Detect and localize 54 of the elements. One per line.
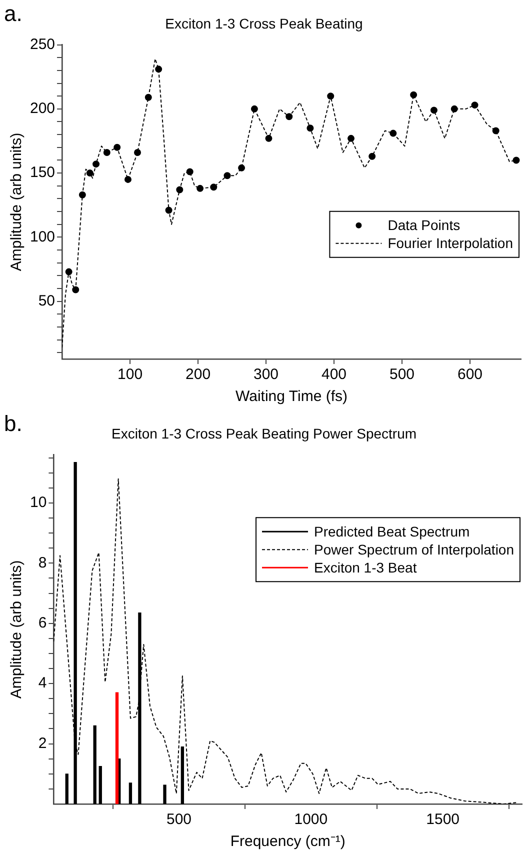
x-tick-label: 1500 <box>426 811 460 828</box>
x-tick-label: 1000 <box>294 811 328 828</box>
x-tick-label: 500 <box>389 366 415 384</box>
x-tick-label: 300 <box>254 366 279 384</box>
y-tick-label: 200 <box>30 100 56 118</box>
y-tick-label: 50 <box>38 292 56 310</box>
point <box>176 186 184 194</box>
y-tick-label: 250 <box>30 36 56 53</box>
y-tick-label: 10 <box>30 494 47 512</box>
point <box>368 152 376 160</box>
y-tick-label: 150 <box>30 164 56 182</box>
y-axis-title: Amplitude (arb units) <box>8 560 26 699</box>
x-axis-title: Frequency (cm⁻¹) <box>230 833 346 850</box>
x-tick-label: 500 <box>166 811 192 828</box>
text: b. <box>4 411 22 436</box>
x-axis-title: Waiting Time (fs) <box>236 388 348 406</box>
y-tick-label: 4 <box>38 674 47 692</box>
legend-label: Exciton 1-3 Beat <box>314 560 417 576</box>
bar <box>98 766 102 804</box>
point <box>348 134 355 142</box>
y-tick-label: 100 <box>30 228 56 246</box>
legend-label: Predicted Beat Spectrum <box>314 524 470 540</box>
point <box>114 144 121 151</box>
y-axis-title: Amplitude (arb units) <box>8 132 26 272</box>
y-tick-label: 8 <box>38 554 47 572</box>
legend-label: Fourier Interpolation <box>388 235 514 252</box>
point <box>72 286 80 294</box>
x-tick-label: 100 <box>118 366 143 384</box>
x-tick-label: 200 <box>186 366 211 384</box>
point <box>306 124 314 132</box>
point <box>78 191 86 198</box>
x-tick-label: 600 <box>457 366 483 384</box>
point <box>65 268 72 276</box>
chart-title: Exciton 1-3 Cross Peak Beating Power Spectrum <box>111 425 417 442</box>
point <box>86 170 94 177</box>
bar <box>128 782 132 804</box>
legend-label: Power Spectrum of Interpolation <box>314 542 514 558</box>
point <box>92 160 100 168</box>
text: a. <box>4 1 22 26</box>
point <box>250 105 258 112</box>
chart-title: Exciton 1-3 Cross Peak Beating <box>165 15 363 32</box>
bar <box>65 774 68 804</box>
bar <box>163 784 166 804</box>
point <box>265 134 272 142</box>
bar <box>115 692 119 804</box>
point <box>224 172 231 180</box>
legend-label: Data Points <box>388 217 460 234</box>
point <box>327 92 334 100</box>
y-tick-label: 2 <box>38 734 47 752</box>
bar <box>93 725 96 804</box>
y-tick-label: 6 <box>38 614 47 632</box>
x-tick-label: 400 <box>321 366 347 384</box>
point <box>103 149 110 156</box>
point <box>286 113 293 120</box>
